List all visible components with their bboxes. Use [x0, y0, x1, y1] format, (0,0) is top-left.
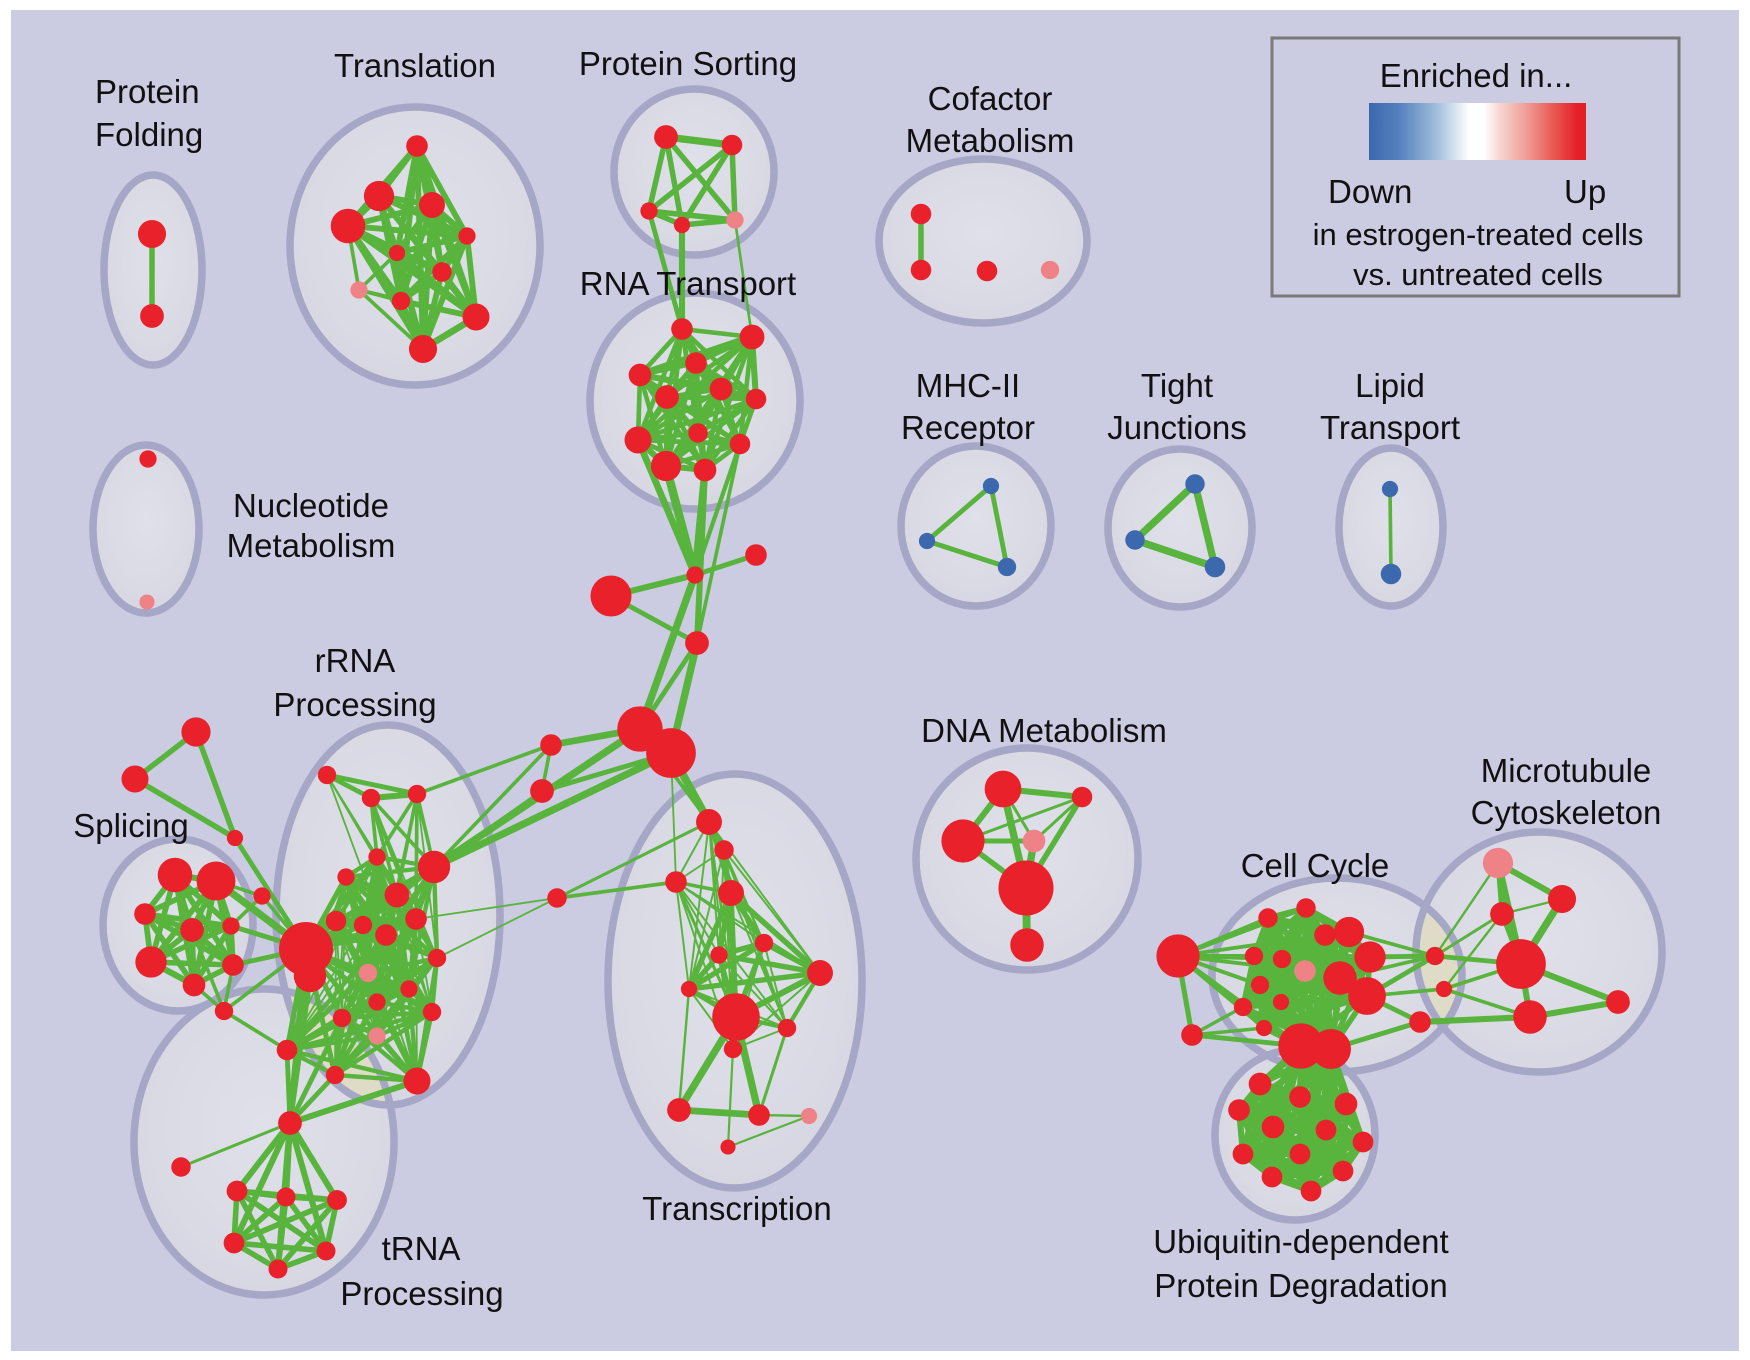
- svg-text:Enriched in...: Enriched in...: [1380, 57, 1573, 94]
- svg-text:Cell Cycle: Cell Cycle: [1241, 847, 1390, 884]
- svg-text:rRNA: rRNA: [315, 642, 396, 679]
- svg-text:tRNA: tRNA: [382, 1230, 461, 1267]
- svg-text:Receptor: Receptor: [901, 409, 1035, 446]
- svg-text:Translation: Translation: [334, 47, 496, 84]
- svg-text:Metabolism: Metabolism: [227, 527, 396, 564]
- svg-text:Protein: Protein: [95, 73, 200, 110]
- svg-text:Junctions: Junctions: [1107, 409, 1246, 446]
- svg-text:Lipid: Lipid: [1355, 367, 1425, 404]
- svg-text:Protein Sorting: Protein Sorting: [579, 45, 797, 82]
- svg-text:Up: Up: [1564, 173, 1606, 210]
- svg-text:Protein Degradation: Protein Degradation: [1154, 1267, 1448, 1304]
- svg-text:vs. untreated cells: vs. untreated cells: [1353, 257, 1603, 292]
- svg-text:Metabolism: Metabolism: [906, 122, 1075, 159]
- svg-text:Transcription: Transcription: [642, 1190, 832, 1227]
- svg-text:Nucleotide: Nucleotide: [233, 487, 389, 524]
- svg-text:DNA Metabolism: DNA Metabolism: [921, 712, 1167, 749]
- svg-text:in estrogen-treated cells: in estrogen-treated cells: [1313, 217, 1644, 252]
- svg-text:Splicing: Splicing: [73, 807, 189, 844]
- svg-text:Cytoskeleton: Cytoskeleton: [1471, 794, 1662, 831]
- svg-text:Microtubule: Microtubule: [1481, 752, 1652, 789]
- svg-text:Cofactor: Cofactor: [928, 80, 1053, 117]
- svg-text:Processing: Processing: [340, 1275, 503, 1312]
- svg-text:Ubiquitin-dependent: Ubiquitin-dependent: [1153, 1223, 1448, 1260]
- svg-text:Tight: Tight: [1141, 367, 1213, 404]
- svg-text:MHC-II: MHC-II: [916, 367, 1020, 404]
- svg-text:Transport: Transport: [1320, 409, 1460, 446]
- svg-text:Folding: Folding: [95, 116, 203, 153]
- svg-text:Down: Down: [1328, 173, 1412, 210]
- svg-text:Processing: Processing: [273, 686, 436, 723]
- svg-text:RNA Transport: RNA Transport: [580, 265, 796, 302]
